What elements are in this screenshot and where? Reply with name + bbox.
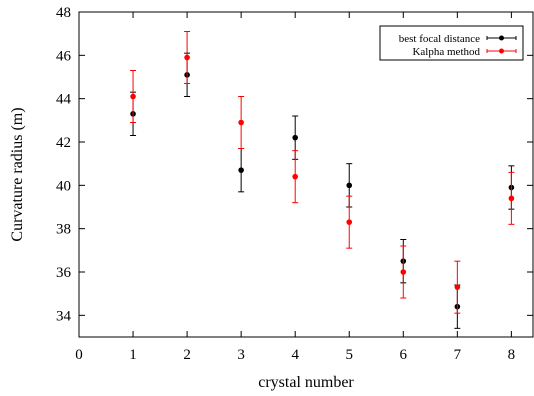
data-point [346,219,353,225]
y-tick-label: 40 [56,178,71,194]
y-tick-label: 48 [56,5,71,21]
x-tick-label: 3 [237,347,245,363]
x-axis: 0 1 2 3 4 5 6 7 8 [75,12,515,363]
x-tick-label: 5 [345,347,353,363]
data-point [238,119,244,126]
data-point [184,54,190,61]
x-tick-label: 0 [75,347,83,363]
data-point [508,195,515,202]
y-tick-label: 46 [56,48,72,64]
y-tick-label: 42 [56,135,71,151]
data-point [400,269,407,275]
legend-box [379,25,524,61]
x-tick-label: 8 [508,347,516,363]
x-tick-label: 1 [129,347,137,363]
legend-marker [499,48,504,54]
plot-frame [78,11,534,338]
legend-label: Kalpha method [412,46,480,58]
x-tick-label: 7 [454,347,462,363]
x-tick-label: 6 [400,347,408,363]
data-point [130,93,136,100]
data-point [454,284,461,290]
y-axis: 34 36 38 40 42 44 46 48 [56,5,533,324]
plot-area [78,11,534,338]
y-tick-label: 36 [56,265,72,281]
x-tick-label: 4 [291,347,299,363]
data-point [238,167,244,173]
series-kalpha-method [130,31,515,314]
y-tick-label: 44 [56,92,72,108]
legend-marker [499,35,504,41]
data-point [292,134,298,141]
y-axis-title: Curvature radius (m) [9,107,26,241]
legend-label: best focal distance [399,33,480,45]
data-point [292,173,298,180]
y-tick-label: 38 [56,222,71,238]
x-tick-label: 2 [183,347,191,363]
x-axis-title: crystal number [258,374,354,391]
y-tick-label: 34 [56,308,72,324]
data-point [346,182,353,189]
series-layer [130,31,515,329]
